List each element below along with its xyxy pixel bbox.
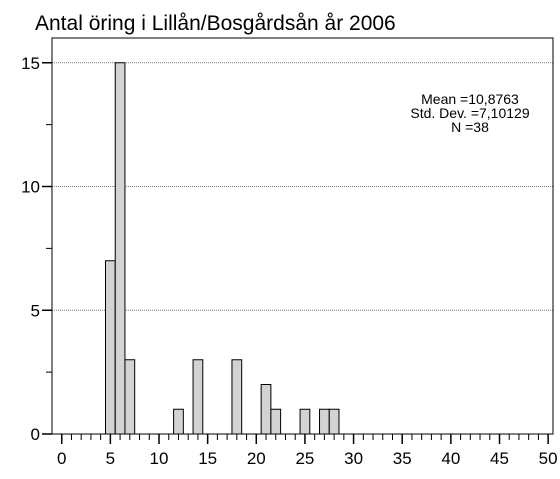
- x-tick-label: 45: [490, 449, 509, 468]
- y-tick-label: 10: [21, 178, 40, 197]
- plot-frame: [51, 37, 554, 435]
- x-tick-label: 5: [106, 449, 115, 468]
- chart-title: Antal öring i Lillån/Bosgårdsån år 2006: [35, 12, 396, 35]
- bar: [105, 260, 116, 435]
- stats-annotation: N =38: [451, 119, 489, 135]
- y-tick-label: 0: [31, 425, 40, 444]
- x-tick-label: 50: [539, 449, 558, 468]
- stats-annotation: Std. Dev. =7,10129: [410, 105, 529, 121]
- bar: [270, 408, 282, 435]
- bar: [124, 359, 136, 435]
- bar: [328, 408, 340, 435]
- x-tick-label: 20: [247, 449, 266, 468]
- bar: [299, 408, 311, 435]
- x-tick-label: 35: [393, 449, 412, 468]
- x-tick-label: 15: [198, 449, 217, 468]
- bar: [319, 408, 330, 435]
- x-tick-label: 40: [441, 449, 460, 468]
- x-tick-label: 0: [57, 449, 66, 468]
- bar: [173, 408, 184, 435]
- x-tick-label: 10: [150, 449, 169, 468]
- y-tick-label: 5: [31, 301, 40, 320]
- x-tick-label: 30: [344, 449, 363, 468]
- bar: [260, 384, 272, 435]
- stats-annotation: Mean =10,8763: [421, 91, 519, 107]
- bar: [192, 359, 204, 435]
- bar: [231, 359, 243, 435]
- x-tick-label: 25: [295, 449, 314, 468]
- bar: [114, 62, 126, 435]
- y-tick-label: 15: [21, 54, 40, 73]
